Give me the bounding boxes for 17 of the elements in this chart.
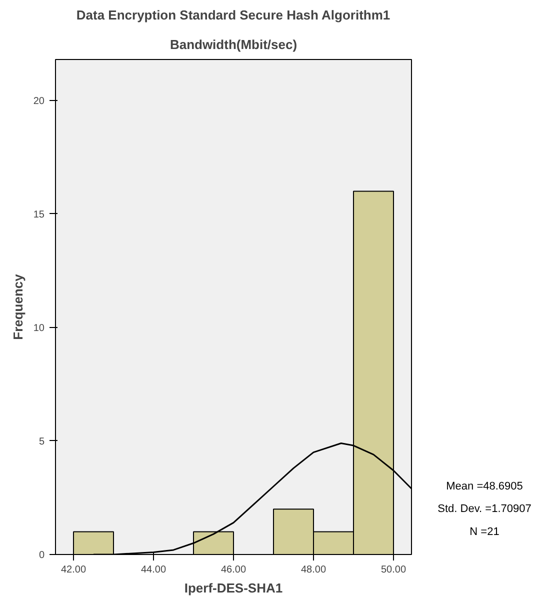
x-axis-title: Iperf-DES-SHA1 <box>184 580 283 596</box>
chart-subtitle: Bandwidth(Mbit/sec) <box>170 37 298 52</box>
x-tick-label: 50.00 <box>380 564 406 576</box>
x-tick-label: 44.00 <box>140 564 166 576</box>
y-tick-label: 15 <box>33 209 45 220</box>
y-tick-label: 20 <box>33 96 45 107</box>
x-tick-label: 48.00 <box>300 564 326 576</box>
y-tick-label: 5 <box>38 436 45 448</box>
y-tick-label: 0 <box>38 550 45 561</box>
y-tick-label: 10 <box>33 322 45 334</box>
y-axis-title: Frequency <box>10 273 26 340</box>
x-tick-label: 42.00 <box>60 564 86 576</box>
x-tick-label: 46.00 <box>220 564 246 576</box>
text: Mean =48.6905 <box>446 480 523 492</box>
text: Std. Dev. =1.70907 <box>438 503 532 516</box>
text: N =21 <box>470 526 500 538</box>
chart-title: Data Encryption Standard Secure Hash Algorithm1 <box>76 8 390 22</box>
